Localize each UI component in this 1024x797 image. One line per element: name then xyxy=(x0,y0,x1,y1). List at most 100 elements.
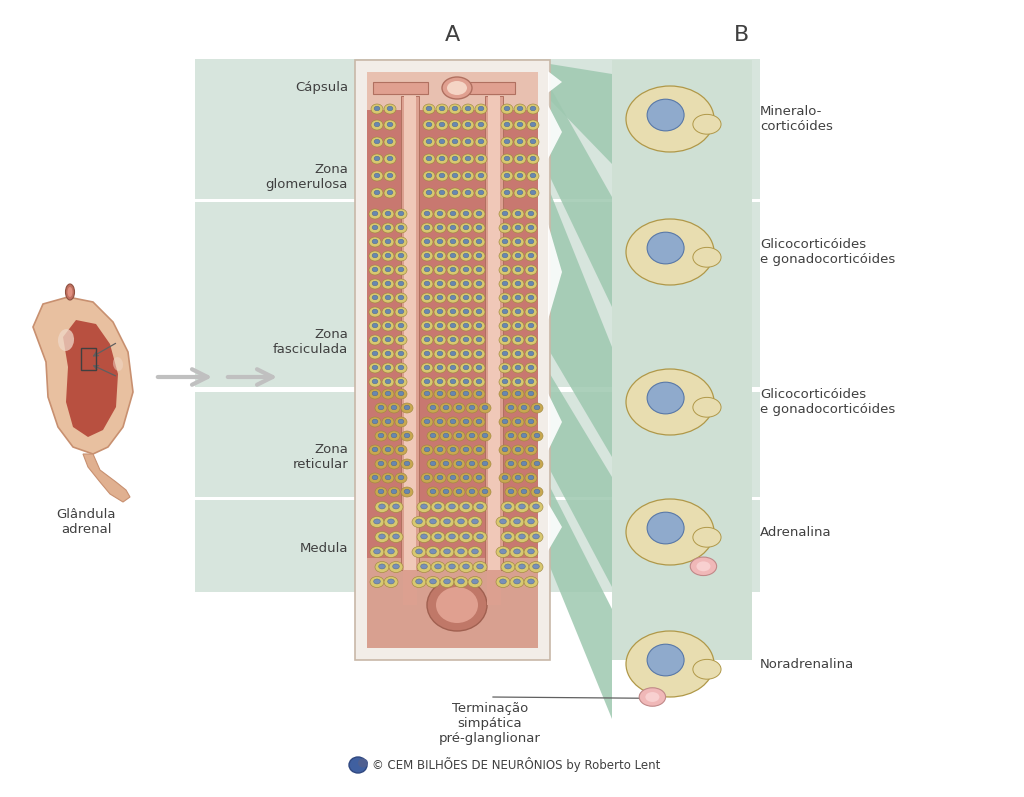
Ellipse shape xyxy=(505,534,511,539)
Ellipse shape xyxy=(476,239,482,244)
Ellipse shape xyxy=(504,190,510,194)
Ellipse shape xyxy=(525,265,537,275)
Ellipse shape xyxy=(447,223,459,233)
Ellipse shape xyxy=(531,459,543,469)
Ellipse shape xyxy=(515,379,521,383)
Ellipse shape xyxy=(369,223,381,233)
Ellipse shape xyxy=(421,504,427,509)
Ellipse shape xyxy=(473,377,485,387)
Ellipse shape xyxy=(447,237,459,247)
Ellipse shape xyxy=(514,104,526,114)
Ellipse shape xyxy=(528,267,534,272)
Ellipse shape xyxy=(369,293,381,303)
Ellipse shape xyxy=(436,188,449,198)
Bar xyxy=(612,60,752,660)
Ellipse shape xyxy=(421,335,433,345)
Ellipse shape xyxy=(473,349,485,359)
Ellipse shape xyxy=(423,104,435,114)
Ellipse shape xyxy=(515,239,521,244)
Ellipse shape xyxy=(443,549,451,554)
Ellipse shape xyxy=(527,171,539,181)
Ellipse shape xyxy=(456,461,462,465)
Ellipse shape xyxy=(517,139,523,143)
Ellipse shape xyxy=(426,547,440,557)
Text: Terminação
simpática
pré-glanglionar: Terminação simpática pré-glanglionar xyxy=(439,702,541,745)
Ellipse shape xyxy=(372,475,378,480)
Ellipse shape xyxy=(460,377,472,387)
Ellipse shape xyxy=(515,419,521,424)
Ellipse shape xyxy=(535,434,540,438)
Ellipse shape xyxy=(524,516,538,528)
Ellipse shape xyxy=(525,377,537,387)
Ellipse shape xyxy=(456,434,462,438)
Ellipse shape xyxy=(387,173,393,178)
Ellipse shape xyxy=(463,211,469,216)
Ellipse shape xyxy=(518,403,530,413)
Ellipse shape xyxy=(515,475,521,480)
Ellipse shape xyxy=(473,279,485,289)
Ellipse shape xyxy=(388,487,400,497)
Ellipse shape xyxy=(447,265,459,275)
Ellipse shape xyxy=(443,579,451,584)
Ellipse shape xyxy=(371,188,383,198)
Ellipse shape xyxy=(375,487,387,497)
Ellipse shape xyxy=(434,209,446,219)
Ellipse shape xyxy=(512,335,524,345)
Ellipse shape xyxy=(374,173,380,178)
Ellipse shape xyxy=(66,284,75,300)
Ellipse shape xyxy=(465,139,471,143)
Ellipse shape xyxy=(463,365,469,370)
Ellipse shape xyxy=(449,104,461,114)
Ellipse shape xyxy=(469,405,475,410)
Ellipse shape xyxy=(449,154,461,164)
Ellipse shape xyxy=(463,351,469,355)
Ellipse shape xyxy=(391,489,397,494)
Ellipse shape xyxy=(476,379,482,383)
Ellipse shape xyxy=(468,576,482,587)
Ellipse shape xyxy=(421,209,433,219)
Ellipse shape xyxy=(693,247,721,267)
Ellipse shape xyxy=(430,461,436,465)
Ellipse shape xyxy=(515,391,521,396)
Ellipse shape xyxy=(385,365,391,370)
Text: Noradrenalina: Noradrenalina xyxy=(760,658,854,670)
Ellipse shape xyxy=(385,295,391,300)
Ellipse shape xyxy=(508,405,514,410)
Ellipse shape xyxy=(693,398,721,417)
Ellipse shape xyxy=(434,279,446,289)
Ellipse shape xyxy=(476,391,482,396)
Text: Glicocorticóides
e gonadocorticóides: Glicocorticóides e gonadocorticóides xyxy=(760,388,895,416)
Ellipse shape xyxy=(515,337,521,342)
Ellipse shape xyxy=(395,363,407,373)
Ellipse shape xyxy=(369,307,381,317)
Ellipse shape xyxy=(447,307,459,317)
Ellipse shape xyxy=(447,251,459,261)
Ellipse shape xyxy=(528,391,534,396)
Ellipse shape xyxy=(514,188,526,198)
Ellipse shape xyxy=(460,349,472,359)
Ellipse shape xyxy=(528,379,534,383)
Ellipse shape xyxy=(374,190,380,194)
Ellipse shape xyxy=(512,349,524,359)
Ellipse shape xyxy=(626,86,714,152)
Ellipse shape xyxy=(395,335,407,345)
Ellipse shape xyxy=(453,459,465,469)
Ellipse shape xyxy=(535,489,540,494)
Ellipse shape xyxy=(395,473,407,483)
Ellipse shape xyxy=(451,337,456,342)
Ellipse shape xyxy=(447,377,459,387)
Polygon shape xyxy=(83,454,130,502)
Ellipse shape xyxy=(398,419,403,424)
Ellipse shape xyxy=(460,265,472,275)
Ellipse shape xyxy=(447,349,459,359)
Ellipse shape xyxy=(447,417,459,427)
Ellipse shape xyxy=(535,461,540,465)
Ellipse shape xyxy=(473,445,485,455)
Ellipse shape xyxy=(449,534,456,539)
Ellipse shape xyxy=(454,576,468,587)
Ellipse shape xyxy=(527,188,539,198)
Ellipse shape xyxy=(469,489,475,494)
Ellipse shape xyxy=(443,461,449,465)
Ellipse shape xyxy=(421,279,433,289)
Ellipse shape xyxy=(389,501,403,512)
